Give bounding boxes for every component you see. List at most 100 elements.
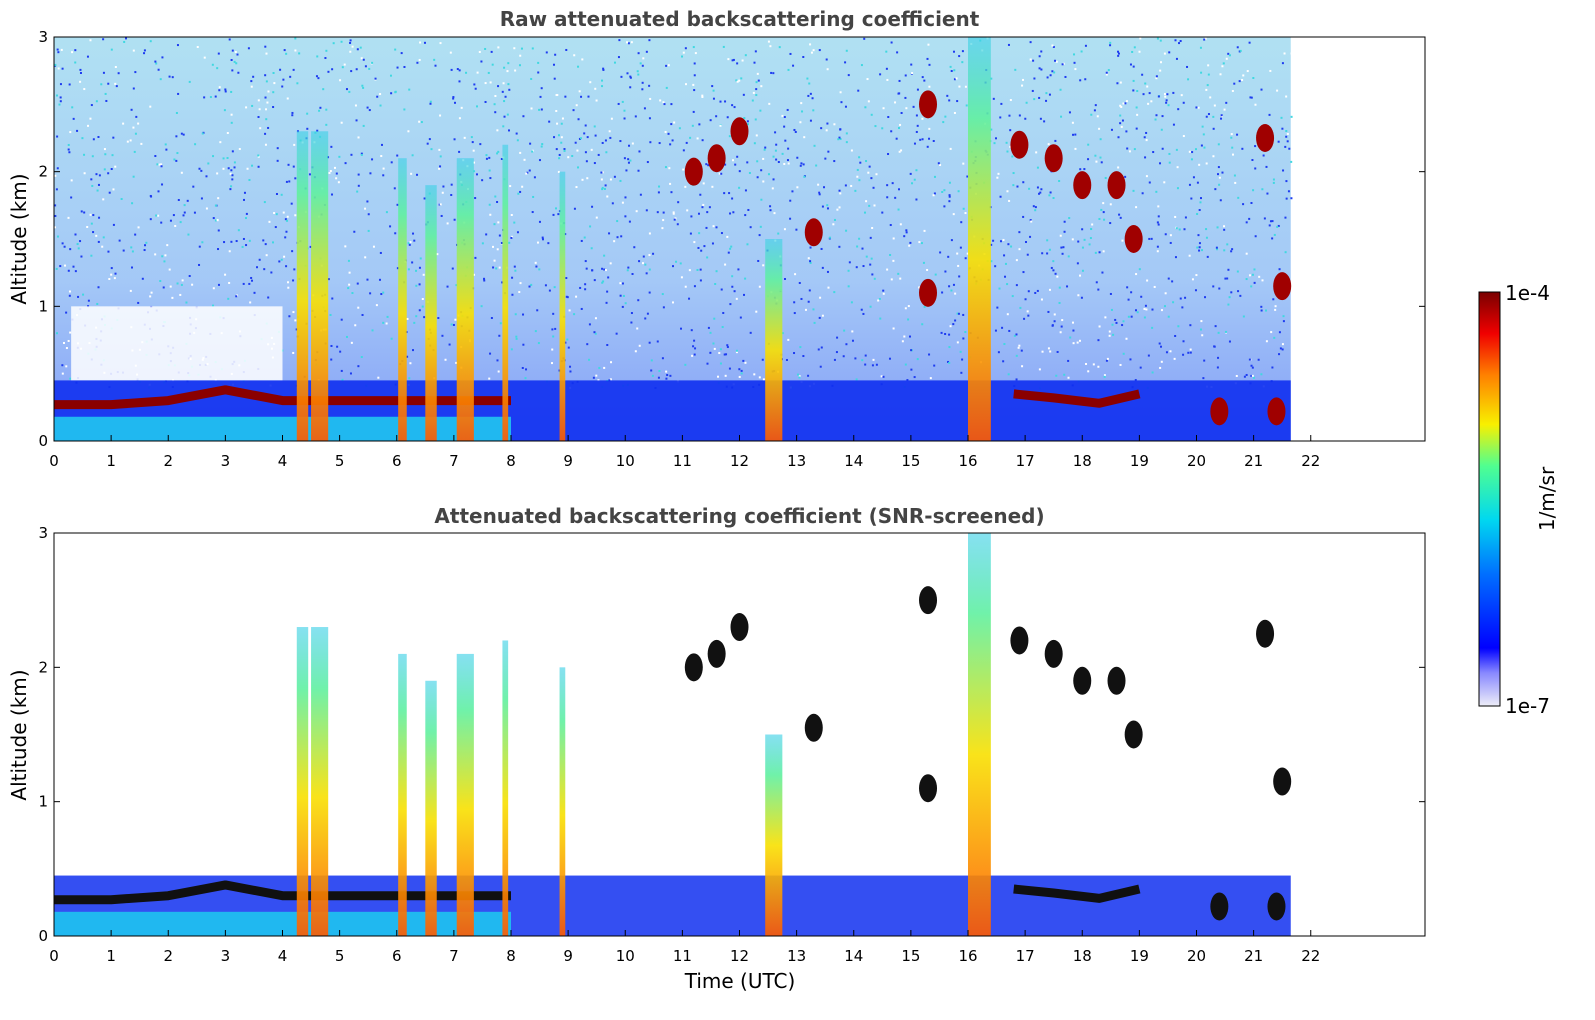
x-axis-ticks: 0 1 2 3 4 5 6 7 8 9 10 11 12 13 14 15 16 17 18 19 20 21 22 — [49, 435, 1320, 470]
speckle — [155, 214, 158, 217]
speckle — [262, 239, 265, 242]
x-tick-label: 1 — [106, 452, 116, 470]
speckle — [705, 163, 708, 166]
speckle — [1180, 94, 1183, 97]
speckle — [1087, 143, 1090, 146]
speckle — [637, 169, 640, 172]
speckle — [473, 170, 476, 173]
speckle — [1205, 162, 1208, 165]
speckle — [918, 241, 921, 244]
speckle — [257, 116, 260, 119]
speckle — [1103, 218, 1106, 221]
speckle — [948, 195, 951, 198]
speckle — [1281, 348, 1284, 351]
speckle — [818, 316, 821, 319]
speckle — [638, 150, 641, 153]
speckle — [67, 148, 70, 151]
speckle — [961, 50, 964, 53]
speckle — [642, 57, 645, 60]
speckle — [740, 77, 743, 80]
speckle — [538, 220, 541, 223]
speckle — [129, 139, 132, 142]
speckle — [86, 225, 89, 228]
speckle — [956, 341, 959, 344]
speckle — [1169, 350, 1172, 353]
speckle — [1223, 225, 1226, 228]
speckle — [746, 243, 749, 246]
speckle — [794, 130, 797, 133]
speckle — [230, 169, 233, 172]
speckle — [90, 254, 93, 257]
speckle — [259, 127, 262, 130]
speckle — [648, 84, 651, 87]
speckle — [108, 191, 111, 194]
speckle — [1105, 359, 1108, 362]
speckle — [294, 177, 297, 180]
speckle — [928, 137, 931, 140]
speckle — [453, 218, 456, 221]
speckle — [671, 265, 674, 268]
speckle — [1006, 150, 1009, 153]
speckle — [662, 306, 665, 309]
colorbar: 1e-4 1e-7 1/m/sr — [1478, 281, 1559, 718]
speckle — [994, 137, 997, 140]
speckle — [1230, 291, 1233, 294]
speckle — [1021, 365, 1024, 368]
speckle — [54, 63, 57, 66]
speckle — [990, 243, 993, 246]
speckle — [1290, 197, 1293, 200]
speckle — [507, 62, 510, 65]
speckle — [454, 318, 457, 321]
speckle — [581, 178, 584, 181]
speckle — [248, 282, 251, 285]
speckle — [1182, 101, 1185, 104]
speckle — [87, 124, 90, 127]
speckle — [1053, 320, 1056, 323]
speckle — [552, 213, 555, 216]
speckle — [1198, 163, 1201, 166]
x-tick-label: 0 — [49, 452, 59, 470]
speckle — [1194, 289, 1197, 292]
speckle — [865, 255, 868, 258]
speckle — [1175, 148, 1178, 151]
speckle — [230, 113, 233, 116]
x-tick-label: 2 — [163, 452, 173, 470]
speckle — [1095, 281, 1098, 284]
speckle — [721, 326, 724, 329]
speckle — [354, 324, 357, 327]
speckle — [753, 61, 756, 64]
speckle — [530, 77, 533, 80]
speckle — [154, 60, 157, 63]
speckle — [114, 272, 117, 275]
speckle — [631, 273, 634, 276]
speckle — [754, 50, 757, 53]
speckle — [367, 229, 370, 232]
speckle — [786, 108, 789, 111]
speckle — [1284, 145, 1287, 148]
speckle — [926, 145, 929, 148]
speckle — [54, 214, 57, 217]
x-tick-label: 3 — [221, 947, 231, 965]
speckle — [438, 203, 441, 206]
speckle — [316, 55, 319, 58]
speckle — [877, 299, 880, 302]
speckle — [1205, 236, 1208, 239]
speckle — [869, 236, 872, 239]
speckle — [1160, 360, 1163, 363]
speckle — [1058, 180, 1061, 183]
speckle — [407, 242, 410, 245]
speckle — [67, 143, 70, 146]
speckle — [418, 58, 421, 61]
speckle — [248, 178, 251, 181]
cloud-return — [919, 90, 938, 119]
speckle — [579, 286, 582, 289]
speckle — [223, 241, 226, 244]
speckle — [1250, 96, 1253, 99]
speckle — [629, 86, 632, 89]
speckle — [70, 196, 73, 199]
speckle — [605, 151, 608, 154]
speckle — [263, 268, 266, 271]
aerosol-plume — [296, 131, 309, 441]
speckle — [77, 295, 80, 298]
speckle — [117, 72, 120, 75]
